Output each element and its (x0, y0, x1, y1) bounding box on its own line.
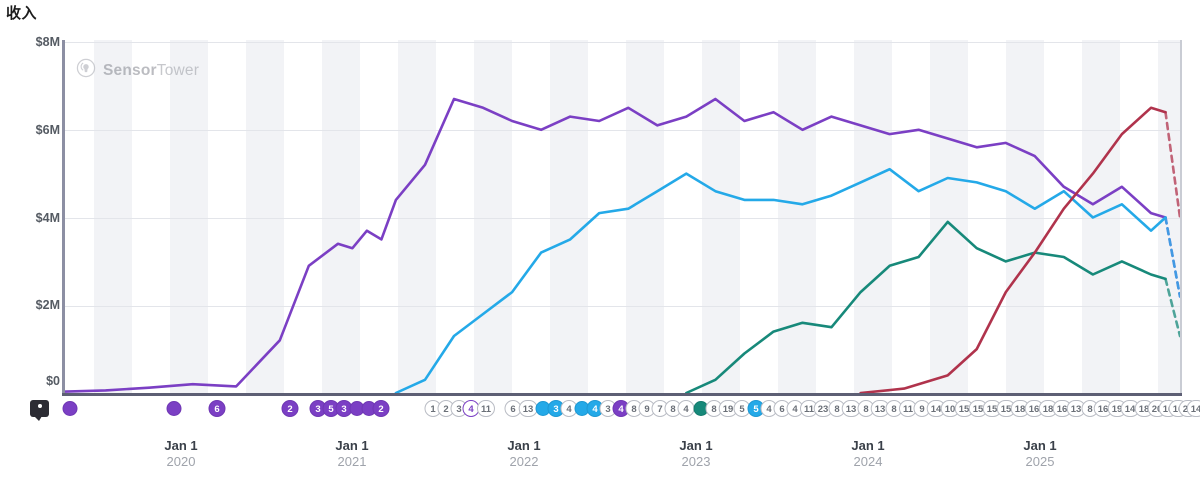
annotation-badge[interactable]: 13 (870, 400, 890, 417)
y-axis-tick-8m: $8M (35, 35, 60, 49)
annotation-strip[interactable]: 6 2 3 5 3 2 1 2 3 4 11 6 13 3 4 4 3 4 8 9 7 8 4 8 19 5 5 4 6 4 11 23 8 13… (0, 396, 1200, 424)
background-band (626, 40, 664, 395)
y-axis-tick-2m: $2M (35, 298, 60, 312)
x-tick-sub: 2024 (853, 454, 883, 469)
x-tick-main: Jan 1 (851, 438, 885, 453)
background-band (398, 40, 436, 395)
series-forecast-app-c (1164, 277, 1180, 338)
x-tick-sub: 2025 (1025, 454, 1055, 469)
x-tick-sub: 2022 (509, 454, 539, 469)
x-tick-sub: 2021 (337, 454, 367, 469)
annotation-badge[interactable]: 18 (1010, 400, 1030, 417)
background-band (1006, 40, 1044, 395)
background-band (322, 40, 360, 395)
annotation-badge[interactable]: 14 (1186, 400, 1200, 417)
series-line-app-d (859, 106, 1167, 395)
comment-bubble-icon[interactable] (30, 400, 49, 421)
x-tick-main: Jan 1 (507, 438, 541, 453)
background-band (550, 40, 588, 395)
gridline-8m (62, 42, 1180, 43)
background-band (246, 40, 284, 395)
annotation-badge[interactable]: 8 (857, 400, 875, 417)
series-lines (62, 97, 1180, 395)
annotation-badge[interactable]: 11 (476, 400, 496, 417)
plot-left-axis-line (62, 40, 65, 395)
series-line-app-a (62, 97, 1167, 393)
plot-right-axis-line (1180, 40, 1182, 395)
y-axis-tick-0: $0 (46, 374, 60, 388)
x-tick-main: Jan 1 (1023, 438, 1057, 453)
background-band (1082, 40, 1120, 395)
annotation-badge[interactable]: 4 (786, 400, 804, 417)
page-title: 收入 (6, 5, 38, 22)
background-band (170, 40, 208, 395)
x-axis-baseline (62, 393, 1182, 396)
background-band (930, 40, 968, 395)
x-axis-tick-2023: Jan 1 2023 (679, 438, 712, 469)
series-forecast-app-d (1164, 110, 1180, 219)
x-axis-tick-2024: Jan 1 2024 (851, 438, 884, 469)
x-tick-sub: 2023 (681, 454, 711, 469)
gridline-4m (62, 218, 1180, 219)
series-line-app-c (685, 220, 1167, 395)
annotation-badge[interactable]: 13 (518, 400, 538, 417)
annotation-badge[interactable]: 8 (625, 400, 643, 417)
annotation-badge[interactable]: 9 (638, 400, 656, 417)
x-axis-tick-2022: Jan 1 2022 (507, 438, 540, 469)
x-tick-main: Jan 1 (335, 438, 369, 453)
annotation-badge[interactable]: 13 (841, 400, 861, 417)
y-axis-tick-4m: $4M (35, 211, 60, 225)
gridline-6m (62, 130, 1180, 131)
gridline-2m (62, 306, 1180, 307)
background-band (474, 40, 512, 395)
y-axis-tick-6m: $6M (35, 123, 60, 137)
annotation-badge[interactable]: 3 (309, 400, 327, 417)
x-axis-tick-2020: Jan 1 2020 (164, 438, 197, 469)
annotation-badge[interactable]: 4 (677, 400, 695, 417)
background-band (702, 40, 740, 395)
series-forecast-app-b (1164, 216, 1180, 298)
series-line-app-b (394, 167, 1167, 395)
x-axis-tick-2025: Jan 1 2025 (1023, 438, 1056, 469)
y-axis: $8M $6M $4M $2M $0 (0, 0, 60, 479)
annotation-badge[interactable] (166, 401, 182, 416)
background-band (94, 40, 132, 395)
x-tick-main: Jan 1 (164, 438, 198, 453)
annotation-badge[interactable] (62, 401, 78, 416)
annotation-badge[interactable]: 6 (208, 400, 226, 417)
annotation-badge[interactable]: 3 (335, 400, 353, 417)
annotation-badge[interactable]: 5 (747, 400, 765, 417)
x-axis-tick-2021: Jan 1 2021 (335, 438, 368, 469)
background-band (778, 40, 816, 395)
x-tick-main: Jan 1 (679, 438, 713, 453)
plot-area[interactable] (62, 40, 1180, 395)
x-tick-sub: 2020 (166, 454, 196, 469)
annotation-badge[interactable]: 2 (372, 400, 390, 417)
annotation-badge[interactable]: 2 (281, 400, 299, 417)
background-band (854, 40, 892, 395)
